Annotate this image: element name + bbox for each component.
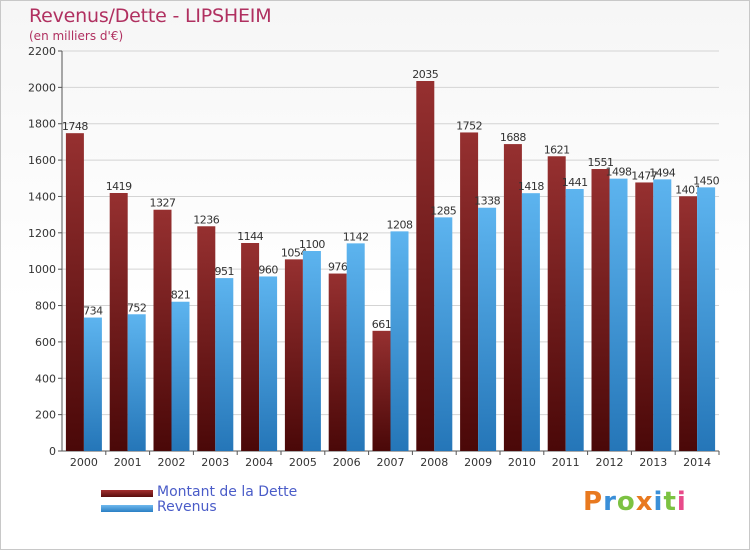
data-label-revenus: 1450 <box>693 174 719 187</box>
bar-dette <box>372 330 391 451</box>
bar-dette <box>284 259 303 451</box>
bar-dette <box>635 182 654 452</box>
bar-dette <box>197 226 216 451</box>
data-label-revenus: 734 <box>83 305 103 318</box>
bar-revenus <box>302 251 321 451</box>
data-label-dette: 661 <box>372 318 392 331</box>
data-label-dette: 1236 <box>193 213 219 226</box>
x-tick-label: 2000 <box>70 456 98 469</box>
x-tick-label: 2008 <box>420 456 448 469</box>
legend-swatch-revenus <box>101 505 153 512</box>
x-tick-label: 2014 <box>683 456 711 469</box>
data-label-revenus: 1285 <box>430 204 456 217</box>
bar-revenus <box>127 314 146 451</box>
bar-dette <box>547 156 566 452</box>
y-tick-label: 800 <box>35 300 56 313</box>
x-tick-label: 2012 <box>596 456 624 469</box>
data-label-dette: 1477 <box>631 169 657 182</box>
data-label-dette: 1401 <box>675 183 701 196</box>
data-label-revenus: 1418 <box>518 180 544 193</box>
data-label-dette: 1621 <box>544 143 570 156</box>
bar-dette <box>503 144 522 451</box>
bar-dette <box>153 209 172 451</box>
data-label-revenus: 1441 <box>562 176 588 189</box>
y-tick-label: 2000 <box>28 81 56 94</box>
y-tick-label: 400 <box>35 372 56 385</box>
bar-revenus <box>653 179 672 451</box>
bar-dette <box>65 133 84 451</box>
data-label-dette: 1327 <box>150 197 176 210</box>
bar-revenus <box>346 243 365 451</box>
bar-revenus <box>521 193 540 451</box>
data-label-revenus: 951 <box>215 265 235 278</box>
bar-dette <box>109 193 128 451</box>
x-tick-label: 2004 <box>245 456 273 469</box>
bar-revenus <box>478 207 497 451</box>
y-tick-label: 1200 <box>28 227 56 240</box>
data-label-dette: 1419 <box>106 180 132 193</box>
data-label-revenus: 1498 <box>606 166 632 179</box>
y-tick-label: 1400 <box>28 190 56 203</box>
y-tick-label: 1600 <box>28 154 56 167</box>
y-tick-label: 200 <box>35 409 56 422</box>
bar-dette <box>679 196 698 451</box>
data-label-dette: 1748 <box>62 120 88 133</box>
y-tick-label: 0 <box>49 445 56 458</box>
bar-revenus <box>565 189 584 451</box>
y-tick-label: 600 <box>35 336 56 349</box>
data-label-revenus: 1338 <box>474 195 500 208</box>
y-tick-label: 2200 <box>28 45 56 58</box>
data-label-dette: 1551 <box>588 156 614 169</box>
x-tick-label: 2007 <box>377 456 405 469</box>
y-tick-label: 1000 <box>28 263 56 276</box>
x-tick-label: 2003 <box>201 456 229 469</box>
chart-subtitle: (en milliers d'€) <box>29 29 124 43</box>
data-label-dette: 1688 <box>500 131 526 144</box>
data-label-revenus: 821 <box>171 289 191 302</box>
bar-revenus <box>697 187 716 451</box>
data-label-revenus: 752 <box>127 301 147 314</box>
bar-revenus <box>215 278 234 451</box>
data-label-dette: 1144 <box>237 230 263 243</box>
bar-revenus <box>259 276 278 451</box>
data-label-revenus: 1100 <box>299 238 325 251</box>
legend-label-dette: Montant de la Dette <box>157 484 298 500</box>
bar-revenus <box>83 317 102 451</box>
bar-dette <box>416 81 435 451</box>
data-label-dette: 1054 <box>281 246 307 259</box>
x-tick-label: 2011 <box>552 456 580 469</box>
x-tick-label: 2001 <box>114 456 142 469</box>
x-tick-label: 2002 <box>158 456 186 469</box>
x-tick-label: 2006 <box>333 456 361 469</box>
bar-dette <box>328 273 347 451</box>
bar-revenus <box>609 178 628 452</box>
bar-dette <box>241 243 260 451</box>
proxiti-logo: Proxiti <box>583 487 687 517</box>
x-tick-label: 2005 <box>289 456 317 469</box>
x-tick-label: 2010 <box>508 456 536 469</box>
bar-dette <box>460 132 479 452</box>
bar-dette <box>591 169 610 451</box>
x-tick-label: 2009 <box>464 456 492 469</box>
data-label-revenus: 960 <box>258 263 278 276</box>
data-label-revenus: 1208 <box>387 218 413 231</box>
bar-revenus <box>434 217 453 451</box>
data-label-revenus: 1142 <box>343 230 369 243</box>
legend-label-revenus: Revenus <box>157 499 217 515</box>
data-label-dette: 976 <box>328 261 348 274</box>
data-label-revenus: 1494 <box>649 166 675 179</box>
legend-swatch-dette <box>101 490 153 497</box>
chart-title: Revenus/Dette - LIPSHEIM <box>29 5 272 27</box>
y-tick-label: 1800 <box>28 118 56 131</box>
x-tick-label: 2013 <box>639 456 667 469</box>
data-label-dette: 1752 <box>456 119 482 132</box>
bar-revenus <box>171 301 190 451</box>
data-label-dette: 2035 <box>412 68 438 81</box>
bar-revenus <box>390 231 409 451</box>
